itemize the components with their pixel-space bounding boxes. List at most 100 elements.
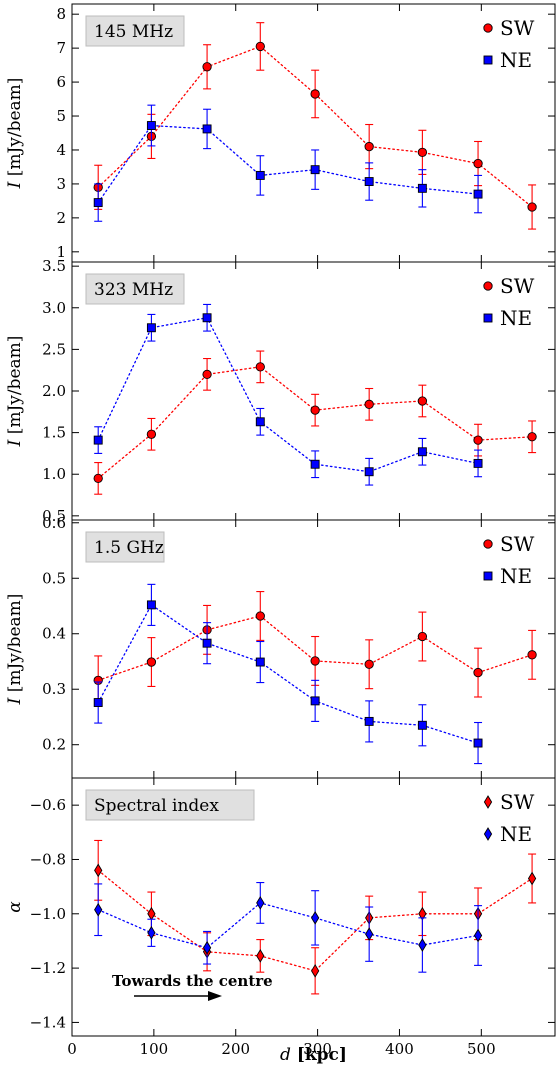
annotation-text: Towards the centre	[112, 972, 273, 990]
y-tick-label: 4	[56, 141, 66, 159]
data-point-diamond	[527, 871, 537, 886]
panel-title-box	[85, 789, 255, 821]
data-point-square	[364, 716, 374, 726]
legend-marker-square	[483, 313, 493, 323]
data-point-diamond	[311, 963, 320, 978]
panel-title-box	[85, 273, 185, 305]
data-point-diamond	[473, 928, 483, 943]
data-point-circle	[146, 657, 157, 667]
legend-label: NE	[500, 48, 532, 72]
data-point-square	[417, 183, 427, 193]
panel-title: 145 MHz	[85, 15, 185, 47]
series-ne	[93, 104, 483, 222]
series-ne	[93, 583, 483, 765]
data-point-circle	[364, 659, 374, 669]
data-point-square	[310, 165, 320, 175]
series-line	[97, 317, 479, 473]
data-point-square	[93, 198, 103, 208]
data-point-square	[255, 417, 265, 427]
data-point-circle	[310, 89, 320, 99]
x-axis-label: d [kpc]	[280, 1045, 347, 1065]
legend: SW NE	[483, 790, 535, 846]
data-point-square	[310, 696, 320, 706]
y-tick-label: 3	[56, 175, 66, 193]
legend-label: SW	[500, 790, 535, 814]
data-point-square	[417, 720, 427, 730]
data-point-square	[202, 313, 212, 323]
panel-title-box	[85, 15, 185, 47]
annotation: Towards the centre	[112, 972, 273, 1001]
y-axis-label-units: [mJy/beam]	[5, 336, 25, 440]
y-tick-label: 1.0	[42, 465, 66, 483]
legend-label: SW	[500, 532, 535, 556]
data-point-circle	[255, 611, 265, 621]
series-sw	[93, 22, 537, 230]
data-point-diamond	[147, 925, 156, 940]
legend-marker-diamond	[483, 795, 493, 809]
data-point-square	[146, 323, 156, 333]
data-point-circle	[473, 667, 483, 678]
data-point-diamond	[94, 902, 103, 917]
legend-marker-circle	[483, 281, 493, 291]
y-axis-label-symbol: I	[5, 439, 25, 447]
x-axis-label-symbol: d	[280, 1045, 291, 1065]
series-line	[97, 869, 533, 972]
legend-marker-square	[483, 55, 493, 65]
series-line	[97, 124, 479, 204]
data-point-square	[473, 458, 483, 468]
data-point-circle	[527, 202, 537, 212]
y-tick-label: −0.6	[30, 796, 66, 814]
panel-title-box	[85, 531, 165, 563]
y-tick-label: 7	[56, 39, 66, 57]
y-axis-label: I [mJy/beam]	[5, 78, 25, 190]
legend-label: SW	[500, 274, 535, 298]
series-ne	[94, 882, 483, 973]
y-tick-label: −1.4	[30, 1013, 66, 1031]
legend: SW NE	[483, 16, 535, 72]
data-point-square	[202, 638, 212, 648]
data-point-circle	[473, 435, 483, 445]
x-tick-label: 300	[303, 1040, 332, 1058]
x-tick-label: 200	[221, 1040, 250, 1058]
data-point-diamond	[202, 940, 212, 955]
data-point-square	[146, 121, 156, 130]
panel-2: 0.5 1.0 1.5 2.0 2.5 3.0 3.5 I [mJy/beam] 323 MHz…	[5, 257, 556, 525]
data-point-diamond	[256, 896, 265, 910]
data-point-square	[310, 459, 320, 469]
data-point-square	[364, 177, 374, 186]
y-tick-label: 0.6	[42, 514, 66, 532]
data-point-diamond	[365, 927, 374, 942]
legend-marker-circle	[483, 539, 493, 549]
data-point-circle	[417, 147, 428, 158]
data-point-circle	[255, 362, 265, 372]
panel-title-text: 145 MHz	[94, 22, 173, 42]
legend: SW NE	[483, 274, 535, 330]
panel-title-text: 1.5 GHz	[94, 538, 164, 558]
data-point-diamond	[94, 863, 103, 878]
y-axis-label-symbol: α	[5, 901, 25, 913]
data-point-diamond	[418, 938, 427, 952]
legend: SW NE	[483, 532, 535, 588]
series-line	[97, 902, 479, 949]
data-point-square	[473, 738, 483, 748]
y-tick-label: −1.0	[30, 905, 66, 923]
legend-label: NE	[500, 564, 532, 588]
x-tick-label: 0	[67, 1040, 77, 1058]
data-point-circle	[255, 41, 265, 52]
y-tick-label: 2.5	[42, 340, 66, 358]
legend-marker-diamond	[483, 827, 493, 841]
y-tick-label: 0.5	[42, 507, 66, 525]
plot-frame	[71, 777, 556, 1037]
data-point-square	[364, 467, 374, 477]
data-point-diamond	[256, 949, 265, 963]
data-point-square	[202, 124, 212, 134]
data-point-circle	[473, 158, 483, 169]
x-tick-label: 400	[385, 1040, 414, 1058]
data-point-square	[93, 435, 103, 445]
x-tick-label: 500	[467, 1040, 496, 1058]
data-point-circle	[202, 369, 212, 380]
annotation-arrow-head	[208, 991, 222, 1001]
x-axis-label-units: [kpc]	[291, 1045, 347, 1065]
data-point-diamond	[311, 910, 320, 925]
